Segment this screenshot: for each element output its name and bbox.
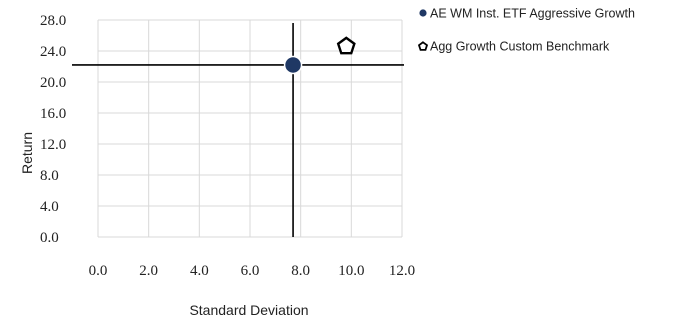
- y-tick-label: 28.0: [40, 13, 66, 29]
- x-tick-label: 2.0: [139, 263, 158, 279]
- y-tick-label: 20.0: [40, 75, 66, 91]
- y-axis-title: Return: [19, 132, 35, 174]
- y-tick-label: 8.0: [40, 168, 59, 184]
- tick-labels: 0.0 4.0 8.0 12.0 16.0 20.0 24.0 28.0 0.0 2.0 4.0 6.…: [40, 13, 415, 279]
- x-tick-label: 6.0: [241, 263, 260, 279]
- legend-marker-circle: [419, 9, 427, 17]
- x-tick-label: 0.0: [89, 263, 108, 279]
- data-point-aggressive-growth: [283, 55, 303, 75]
- y-tick-label: 16.0: [40, 106, 66, 122]
- legend-entry-1: AE WM Inst. ETF Aggressive Growth: [430, 7, 635, 21]
- crosshair: [72, 23, 404, 237]
- y-tick-label: 0.0: [40, 230, 59, 246]
- x-tick-label: 12.0: [389, 263, 415, 279]
- y-tick-label: 12.0: [40, 137, 66, 153]
- y-tick-label: 24.0: [40, 44, 66, 60]
- data-point-benchmark: [336, 36, 356, 55]
- x-tick-label: 8.0: [291, 263, 310, 279]
- x-tick-label: 10.0: [338, 263, 364, 279]
- legend: AE WM Inst. ETF Aggressive Growth Agg Gr…: [417, 7, 635, 54]
- x-tick-label: 4.0: [190, 263, 209, 279]
- y-tick-label: 4.0: [40, 199, 59, 215]
- data-points: [283, 36, 356, 75]
- legend-marker-pentagon: [417, 41, 429, 51]
- legend-entry-2: Agg Growth Custom Benchmark: [430, 40, 610, 54]
- x-axis-title: Standard Deviation: [189, 302, 308, 318]
- grid-lines: [97, 19, 403, 238]
